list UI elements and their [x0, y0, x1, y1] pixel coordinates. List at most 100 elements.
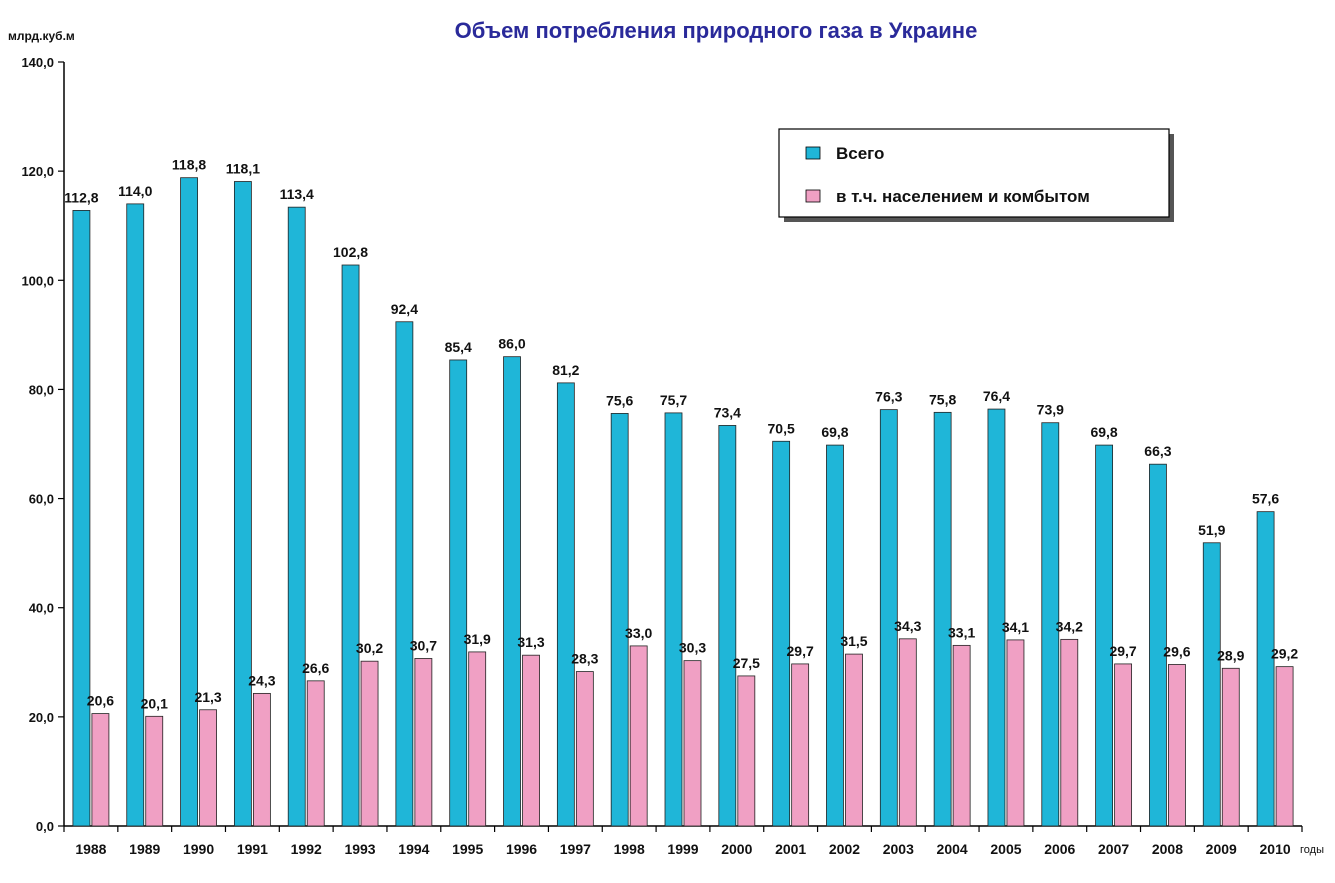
bar-total	[1256, 511, 1275, 827]
data-label-households: 34,1	[1002, 619, 1029, 635]
data-labels-group: 112,8 20,6 114,0 20,1 118,8 21,3 118,1 24,3 113,…	[64, 157, 1298, 712]
data-label-total: 113,4	[280, 186, 314, 202]
bar-households	[1168, 664, 1186, 827]
bar-households	[306, 680, 325, 827]
data-label-total: 86,0	[498, 336, 525, 352]
data-label-households: 28,3	[571, 651, 598, 667]
y-tick-label: 140,0	[21, 55, 54, 70]
y-tick-label: 100,0	[21, 273, 54, 288]
x-tick-label: 2005	[990, 841, 1021, 857]
data-label-households: 27,5	[733, 655, 760, 671]
bar-total	[126, 203, 145, 827]
bar-households	[845, 653, 863, 827]
bar-total	[772, 440, 791, 827]
data-label-total: 69,8	[821, 424, 848, 440]
data-label-households: 29,6	[1163, 643, 1190, 659]
y-tick-label: 20,0	[29, 710, 54, 725]
x-tick-label: 1988	[75, 841, 106, 857]
bar-households	[91, 713, 110, 827]
bar-total	[287, 206, 306, 827]
x-tick-label: 2004	[937, 841, 968, 857]
y-tick-label: 120,0	[21, 164, 54, 179]
bar-total	[395, 321, 414, 827]
data-label-households: 24,3	[248, 672, 275, 688]
data-label-total: 75,8	[929, 391, 956, 407]
bar-households	[1221, 667, 1240, 827]
bar-households	[575, 671, 594, 827]
bar-total	[341, 264, 360, 827]
bar-households	[952, 644, 971, 827]
bar-total	[503, 356, 521, 827]
bar-households	[683, 660, 702, 827]
legend-label-households: в т.ч. населением и комбытом	[836, 187, 1090, 206]
legend-box	[778, 128, 1170, 218]
data-label-total: 70,5	[768, 420, 795, 436]
bar-households	[414, 658, 433, 827]
x-axis-unit-label: годы	[1300, 844, 1324, 856]
x-tick-label: 1996	[506, 841, 537, 857]
x-tick-label: 1999	[667, 841, 698, 857]
data-label-total: 73,4	[714, 404, 741, 420]
bar-total	[933, 411, 952, 827]
x-tick-label: 1995	[452, 841, 483, 857]
data-label-households: 31,9	[464, 631, 491, 647]
data-label-households: 31,3	[517, 634, 544, 650]
bar-households	[522, 654, 540, 827]
x-tick-label: 1993	[344, 841, 375, 857]
bar-households	[1275, 666, 1294, 827]
bar-households	[145, 715, 164, 827]
bar-households	[1006, 639, 1025, 827]
bar-households	[1060, 638, 1079, 827]
data-label-households: 34,2	[1056, 618, 1083, 634]
x-tick-label: 1994	[398, 841, 429, 857]
y-tick-label: 0,0	[36, 819, 54, 834]
data-label-total: 57,6	[1252, 491, 1279, 507]
data-label-households: 29,2	[1271, 646, 1298, 662]
data-label-households: 30,2	[356, 640, 383, 656]
bar-households	[629, 645, 648, 827]
bar-households	[791, 663, 810, 827]
x-tick-label: 2008	[1152, 841, 1183, 857]
y-axis-ticks: 0,0 20,0 40,0 60,0 80,0 100,0 120,0 140,0	[21, 55, 64, 834]
x-tick-label: 1997	[560, 841, 591, 857]
data-label-total: 112,8	[64, 189, 98, 205]
data-label-households: 29,7	[787, 643, 814, 659]
data-label-households: 26,6	[302, 660, 329, 676]
legend-swatch-households	[805, 189, 821, 203]
bar-total	[72, 210, 91, 827]
data-label-total: 66,3	[1144, 443, 1171, 459]
bar-households	[737, 675, 756, 827]
x-tick-label: 1991	[237, 841, 268, 857]
data-label-households: 31,5	[840, 633, 867, 649]
x-tick-label: 1989	[129, 841, 160, 857]
bar-total	[879, 409, 898, 827]
data-label-households: 21,3	[194, 689, 221, 705]
bar-total	[1149, 463, 1167, 827]
data-label-total: 118,1	[226, 161, 260, 177]
bar-households	[1114, 663, 1133, 827]
x-tick-label: 2003	[883, 841, 914, 857]
bar-total	[1041, 422, 1060, 827]
y-tick-label: 60,0	[29, 492, 54, 507]
data-label-total: 75,6	[606, 392, 633, 408]
bar-total	[233, 181, 252, 827]
data-label-households: 34,3	[894, 618, 921, 634]
data-label-households: 28,9	[1217, 647, 1244, 663]
data-label-total: 92,4	[391, 301, 418, 317]
legend-label-total: Всего	[836, 144, 884, 163]
y-tick-label: 40,0	[29, 601, 54, 616]
bar-total	[556, 382, 575, 827]
data-label-households: 20,1	[141, 695, 168, 711]
bar-total	[610, 413, 629, 827]
bar-total	[826, 444, 844, 827]
x-tick-label: 2010	[1260, 841, 1291, 857]
bars-group	[72, 177, 1294, 827]
y-axis-unit-label: млрд.куб.м	[8, 29, 75, 43]
x-tick-label: 2000	[721, 841, 752, 857]
x-tick-label: 2006	[1044, 841, 1075, 857]
chart-title: Объем потребления природного газа в Укра…	[455, 18, 978, 43]
y-tick-label: 80,0	[29, 382, 54, 397]
bar-total	[718, 425, 737, 827]
data-label-households: 33,1	[948, 624, 975, 640]
